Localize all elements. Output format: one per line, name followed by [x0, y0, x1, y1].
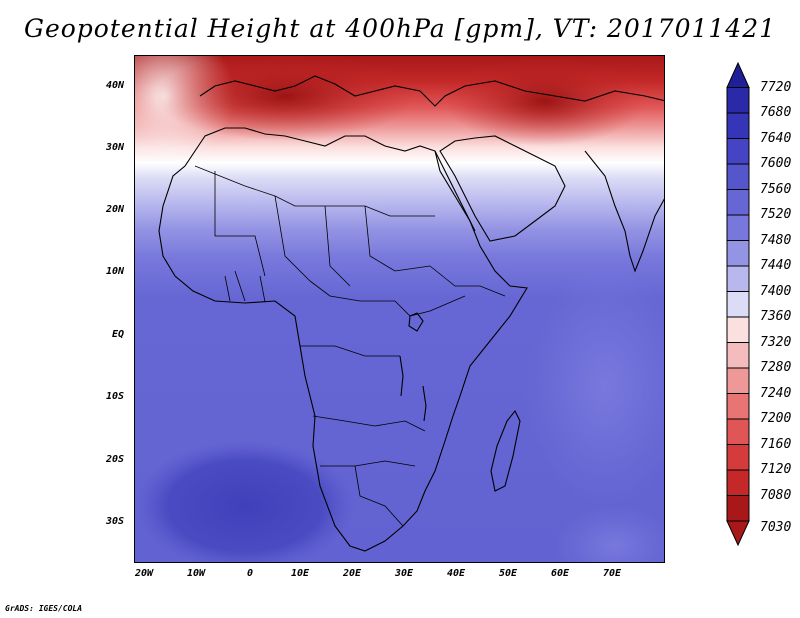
border-sahara-north	[194, 165, 435, 217]
colorbar-swatch	[726, 316, 750, 343]
lat-label: 20N	[106, 204, 125, 215]
lon-label: 40E	[447, 568, 466, 579]
colorbar-swatch	[726, 367, 750, 394]
colorbar-swatch	[726, 138, 750, 165]
geopotential-field	[135, 56, 664, 562]
colorbar-level: 7560	[760, 182, 792, 197]
lon-label: 50E	[499, 568, 518, 579]
colorbar-swatch	[726, 214, 750, 241]
lon-label: 70E	[603, 568, 622, 579]
border-angola-zambia	[312, 415, 426, 432]
border-egypt-sudan	[364, 205, 431, 272]
colorbar-swatch	[726, 240, 750, 267]
border-mauritania-mali	[214, 171, 266, 277]
lat-label: 40N	[106, 80, 125, 91]
lon-label: 10W	[187, 568, 206, 579]
colorbar-swatch	[726, 444, 750, 471]
africa-coast	[158, 127, 528, 552]
lon-label: 10E	[291, 568, 310, 579]
border-central	[309, 280, 395, 302]
lat-label: 30S	[106, 516, 125, 527]
colorbar-swatch	[726, 418, 750, 445]
map-panel	[134, 55, 665, 563]
colorbar-level: 7720	[760, 80, 792, 95]
colorbar-level: 7600	[760, 156, 792, 171]
lat-label: 10S	[106, 391, 125, 402]
colorbar-level: 7200	[760, 411, 792, 426]
lat-label: 30N	[106, 142, 125, 153]
colorbar-swatch	[726, 342, 750, 369]
madagascar-coast	[490, 409, 521, 492]
colorbar-swatch	[726, 87, 750, 114]
colorbar-level: 7030	[760, 520, 792, 535]
colorbar-swatch	[726, 163, 750, 190]
country-borders	[194, 165, 506, 527]
lake-malawi	[422, 385, 427, 422]
lat-label: 20S	[106, 454, 125, 465]
colorbar-swatch	[726, 265, 750, 292]
colorbar-level: 7440	[760, 258, 792, 273]
south-atlantic-low	[135, 441, 355, 562]
colorbar-level: 7320	[760, 335, 792, 350]
lon-label: 60E	[551, 568, 570, 579]
colorbar-level: 7400	[760, 284, 792, 299]
colorbar	[726, 62, 750, 547]
colorbar-level: 7480	[760, 233, 792, 248]
lon-label: 20W	[135, 568, 154, 579]
border-horn	[429, 265, 506, 297]
indian-ocean-ridge	[525, 266, 664, 506]
colorbar-level: 7160	[760, 437, 792, 452]
india-coast	[584, 150, 664, 273]
credit-text: GrADS: IGES/COLA	[5, 604, 83, 613]
lake-victoria	[408, 312, 424, 332]
colorbar-level: 7120	[760, 462, 792, 477]
lon-label: 0	[247, 568, 254, 579]
colorbar-level: 7360	[760, 309, 792, 324]
border-algeria-niger	[274, 195, 311, 282]
mediterranean-low	[155, 56, 415, 141]
lat-label: 10N	[106, 266, 125, 277]
europe-coast	[199, 75, 664, 107]
colorbar-swatch	[726, 189, 750, 216]
map-title: Geopotential Height at 400hPa [gpm], VT:…	[23, 14, 777, 43]
colorbar-level: 7640	[760, 131, 792, 146]
lon-label: 20E	[343, 568, 362, 579]
colorbar-swatch	[726, 469, 750, 496]
colorbar-arrow-bottom	[726, 520, 750, 547]
colorbar-swatch	[726, 495, 750, 522]
red-sea-coast	[434, 150, 476, 232]
border-libya-chad	[324, 205, 351, 287]
lake-tanganyika	[399, 355, 404, 397]
colorbar-swatch	[726, 291, 750, 318]
lat-label: EQ	[112, 329, 125, 340]
arabia-coast	[439, 135, 566, 242]
colorbar-level: 7280	[760, 360, 792, 375]
border-south-africa	[354, 465, 404, 527]
border-west-africa	[224, 270, 266, 303]
colorbar-level: 7080	[760, 488, 792, 503]
border-congo	[300, 345, 400, 357]
colorbar-swatch	[726, 112, 750, 139]
colorbar-level: 7680	[760, 105, 792, 120]
lon-label: 30E	[395, 568, 414, 579]
colorbar-level: 7240	[760, 386, 792, 401]
border-east-africa	[394, 295, 466, 317]
colorbar-swatch	[726, 393, 750, 420]
coastlines	[158, 75, 664, 552]
colorbar-arrow-top	[726, 62, 750, 88]
colorbar-level: 7520	[760, 207, 792, 222]
colorbar-boxes	[726, 62, 750, 547]
southeast-ridge	[555, 506, 664, 562]
border-namibia-botswana	[320, 460, 416, 467]
iran-low	[445, 56, 645, 146]
